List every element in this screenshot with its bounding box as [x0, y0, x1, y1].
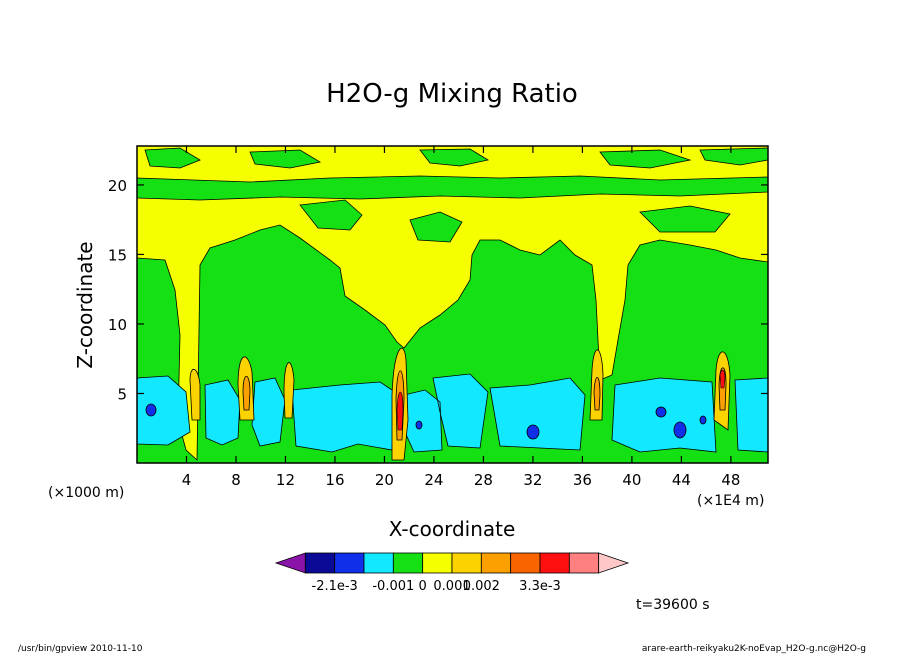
x-tick-label: 4 — [182, 471, 192, 489]
colorbar-arrow-low — [274, 552, 306, 574]
x-tick-label: 40 — [622, 471, 641, 489]
x-tick-label: 48 — [721, 471, 740, 489]
colorbar-label: 0.002 — [463, 579, 500, 594]
y-axis: 5 10 15 20 — [108, 177, 768, 403]
x-tick-label: 16 — [325, 471, 344, 489]
midlevel-green-patches — [299, 199, 731, 243]
plume-peaks — [396, 369, 726, 431]
stratospheric-green-band — [137, 175, 768, 201]
colorbar-label: -2.1e-3 — [312, 579, 358, 594]
colorbar-swatch — [480, 552, 512, 574]
x-unit-left: (×1000 m) — [48, 485, 124, 501]
footer-right: arare-earth-reikyaku2K-noEvap_H2O-g.nc@H… — [642, 644, 866, 654]
lower-cyan-layer — [137, 373, 768, 453]
colorbar-arrow-high — [598, 552, 630, 574]
plot-frame — [136, 145, 769, 464]
x-axis-label: X-coordinate — [389, 517, 516, 541]
plot-area — [137, 146, 768, 463]
plume-cores — [242, 367, 727, 441]
colorbar-swatch — [510, 552, 541, 574]
colorbar-swatch — [363, 552, 394, 574]
y-tick-label: 10 — [108, 316, 127, 334]
upper-yellow-layer — [137, 146, 768, 461]
colorbar-swatch — [539, 552, 570, 574]
x-tick-label: 32 — [523, 471, 542, 489]
x-tick-label: 36 — [573, 471, 592, 489]
convective-plumes — [189, 348, 731, 461]
footer-left: /usr/bin/gpview 2010-11-10 — [18, 644, 143, 654]
colorbar-label: -0.001 — [372, 579, 414, 594]
x-axis: 4 8 12 16 20 24 28 32 36 40 44 48 — [182, 146, 740, 489]
y-tick-label: 20 — [108, 177, 127, 195]
colorbar-label: 3.3e-3 — [519, 579, 561, 594]
chart-title: H2O-g Mixing Ratio — [326, 79, 578, 109]
colorbar-swatch — [304, 552, 336, 574]
x-tick-label: 20 — [375, 471, 394, 489]
colorbar-swatch — [451, 552, 482, 574]
colorbar-label: 0 — [419, 579, 427, 594]
x-tick-label: 24 — [424, 471, 443, 489]
y-tick-label: 15 — [108, 246, 127, 264]
colorbar-swatch — [568, 552, 600, 574]
colorbar-swatch — [422, 552, 453, 574]
top-green-patches — [144, 147, 768, 169]
x-tick-label: 44 — [672, 471, 691, 489]
colorbar-label: 0.001 — [433, 579, 470, 594]
y-axis-label: Z-coordinate — [73, 241, 97, 368]
x-tick-label: 12 — [276, 471, 295, 489]
time-label: t=39600 s — [636, 597, 710, 613]
colorbar-swatch — [392, 552, 424, 574]
x-unit-right: (×1E4 m) — [697, 493, 764, 509]
x-tick-label: 8 — [231, 471, 241, 489]
blue-cores — [145, 403, 707, 440]
colorbar-swatch — [334, 552, 365, 574]
y-tick-label: 5 — [117, 385, 127, 403]
x-tick-label: 28 — [474, 471, 493, 489]
